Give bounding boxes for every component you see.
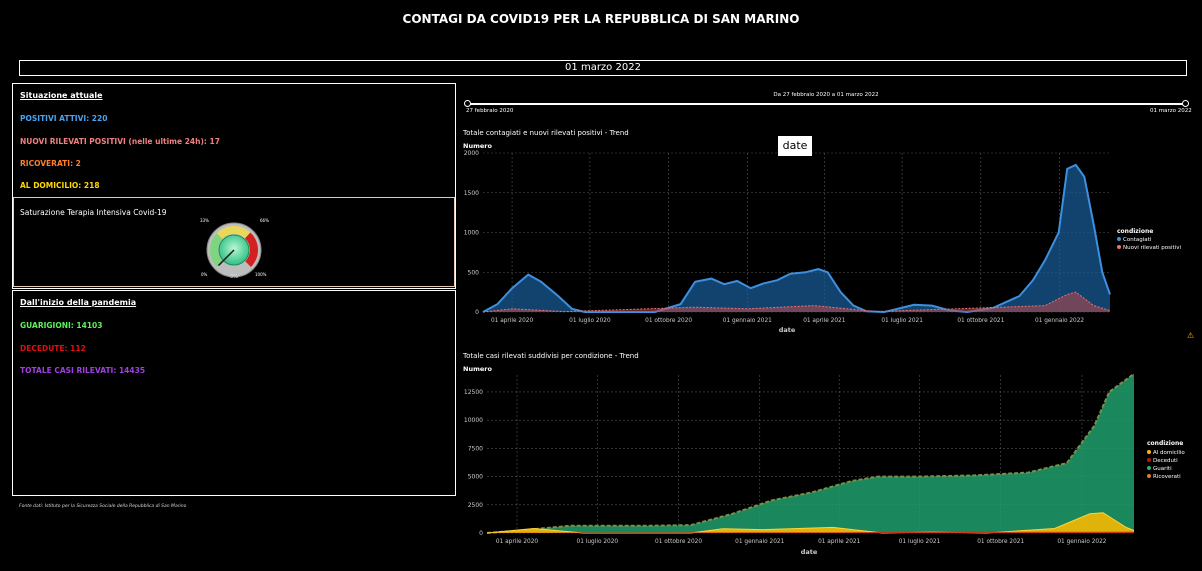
x-tick-label: 01 aprile 2020 [491, 318, 534, 324]
x-tick-label: 01 aprile 2021 [803, 318, 846, 324]
y-tick-label: 12500 [464, 389, 483, 396]
current-situation-panel: Situazione attuale POSITIVI ATTIVI: 220 … [12, 83, 456, 289]
series-area-contagiati [483, 164, 1110, 312]
y-tick-label: 0 [475, 309, 479, 316]
legend-contagiati[interactable]: Contagiati [1123, 237, 1152, 243]
x-tick-label: 01 ottobre 2020 [645, 318, 692, 324]
x-tick-label: 01 luglio 2021 [881, 318, 923, 324]
y-tick-label: 1500 [464, 190, 479, 197]
series-area-domicilio [487, 512, 1134, 533]
since-start-panel: Dall'inizio della pandemia GUARIGIONI: 1… [12, 290, 456, 496]
chart2-ylabel: Numero [463, 365, 492, 373]
x-tick-label: 01 gennaio 2021 [735, 539, 784, 545]
chart2-legend-title: condizione [1147, 440, 1183, 447]
chart2-title: Totale casi rilevati suddivisi per condi… [462, 352, 639, 360]
date-display: 01 marzo 2022 [19, 60, 1187, 76]
x-tick-label: 01 gennaio 2021 [723, 318, 772, 324]
totale-casi-stat: TOTALE CASI RILEVATI: 14435 [20, 366, 146, 375]
page-title: CONTAGI DA COVID19 PER LA REPUBBLICA DI … [402, 12, 800, 26]
y-tick-label: 1000 [464, 230, 479, 237]
legend-swatch-nuovi[interactable] [1117, 245, 1121, 249]
x-tick-label: 01 aprile 2020 [496, 539, 539, 545]
series-area-ricoverati [487, 532, 1134, 533]
legend-swatch-domicilio[interactable] [1147, 450, 1151, 454]
legend-ricoverati[interactable]: Ricoverati [1153, 474, 1181, 480]
chart2-xlabel: date [801, 548, 818, 556]
chart1-legend-title: condizione [1117, 228, 1153, 235]
series-line-guariti [486, 372, 1135, 534]
y-tick-label: 500 [468, 269, 480, 276]
gauge-tick-100: 100% [255, 272, 267, 277]
legend-domicilio[interactable]: Al domicilio [1153, 450, 1185, 456]
gauge-band-low [210, 233, 223, 267]
series-area-guariti [487, 373, 1134, 533]
gauge-tick-0: 0% [201, 272, 208, 277]
series-area-nuovi [483, 292, 1110, 312]
slider-start-label: 27 febbraio 2020 [466, 108, 514, 114]
slider-end-handle[interactable] [1182, 100, 1189, 107]
legend-swatch-contagiati[interactable] [1117, 237, 1121, 241]
x-tick-label: 01 luglio 2021 [899, 539, 941, 545]
x-tick-label: 01 ottobre 2021 [957, 318, 1004, 324]
gauge-panel: Saturazione Terapia Intensiva Covid-19 3… [13, 197, 455, 287]
nuovi-positivi-stat: NUOVI RILEVATI POSITIVI (nelle ultime 24… [20, 137, 220, 146]
gauge-title: Saturazione Terapia Intensiva Covid-19 [20, 208, 167, 217]
positivi-attivi-stat: POSITIVI ATTIVI: 220 [20, 114, 108, 123]
icu-gauge: 33% 66% 0% 100% 0% [200, 218, 269, 280]
since-start-heading: Dall'inizio della pandemia [20, 298, 137, 307]
legend-nuovi[interactable]: Nuovi rilevati positivi [1123, 245, 1181, 251]
domicilio-stat: AL DOMICILIO: 218 [20, 181, 100, 190]
gauge-tick-33: 33% [200, 218, 209, 223]
slider-start-handle[interactable] [464, 100, 471, 107]
warning-icon[interactable]: ⚠ [1187, 331, 1195, 340]
gauge-tick-66: 66% [260, 218, 269, 223]
series-line-nuovi [482, 291, 1111, 313]
x-tick-label: 01 luglio 2020 [577, 539, 619, 545]
x-tick-label: 01 ottobre 2020 [655, 539, 702, 545]
y-tick-label: 10000 [464, 417, 483, 424]
hover-tooltip: date [778, 136, 812, 156]
date-range-slider[interactable] [466, 103, 1186, 105]
source-note: Fonte dati: Istituto per la Sicurezza So… [19, 504, 187, 509]
series-area-deceduti [487, 531, 1134, 533]
gauge-band-high [244, 232, 258, 267]
gauge-needle [217, 249, 235, 267]
trend-chart-condizione[interactable]: Totale casi rilevati suddivisi per condi… [458, 348, 1202, 570]
ricoverati-stat: RICOVERATI: 2 [20, 159, 81, 168]
legend-swatch-guariti[interactable] [1147, 466, 1151, 470]
y-tick-label: 2000 [464, 150, 479, 157]
legend-swatch-ricoverati[interactable] [1147, 474, 1151, 478]
chart1-xlabel: date [779, 326, 796, 334]
x-tick-label: 01 ottobre 2021 [977, 539, 1024, 545]
series-line-contagiati [482, 163, 1111, 314]
gauge-value: 0% [230, 274, 238, 280]
y-tick-label: 5000 [468, 474, 483, 481]
y-tick-label: 7500 [468, 445, 483, 452]
current-situation-heading: Situazione attuale [20, 91, 103, 100]
x-tick-label: 01 aprile 2021 [818, 539, 861, 545]
x-tick-label: 01 gennaio 2022 [1057, 539, 1106, 545]
gauge-band-mid [216, 226, 251, 239]
range-slider-caption: Da 27 febbraio 2020 a 01 marzo 2022 [773, 92, 879, 98]
legend-swatch-deceduti[interactable] [1147, 458, 1151, 462]
legend-deceduti[interactable]: Deceduti [1153, 458, 1178, 464]
decedute-stat: DECEDUTE: 112 [20, 344, 86, 353]
slider-end-label: 01 marzo 2022 [1150, 108, 1192, 114]
legend-guariti[interactable]: Guariti [1153, 466, 1172, 472]
x-tick-label: 01 gennaio 2022 [1035, 318, 1084, 324]
trend-chart-contagi[interactable]: Totale contagiati e nuovi rilevati posit… [458, 126, 1202, 336]
y-tick-label: 2500 [468, 502, 483, 509]
x-tick-label: 01 luglio 2020 [569, 318, 611, 324]
guarigioni-stat: GUARIGIONI: 14103 [20, 321, 103, 330]
y-tick-label: 0 [479, 530, 483, 537]
chart1-ylabel: Numero [463, 142, 492, 150]
chart1-title: Totale contagiati e nuovi rilevati posit… [462, 129, 629, 137]
